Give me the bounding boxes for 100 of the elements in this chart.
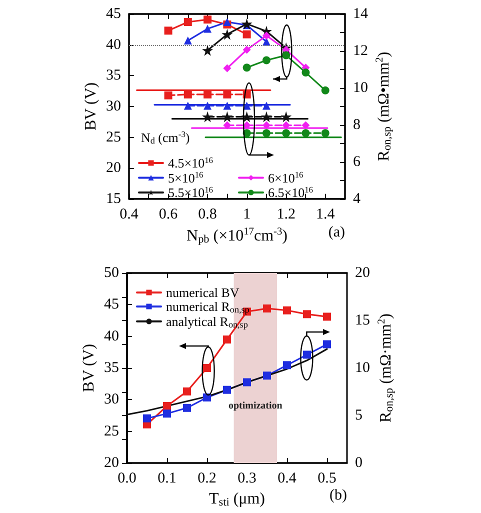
point — [223, 386, 231, 394]
y-tick-label: 25 — [104, 423, 119, 440]
y2-tick-label: 20 — [355, 265, 370, 281]
y2-axis-title: Ron,sp (mΩ•mm2) — [374, 52, 394, 162]
x-tick-label: 1.2 — [276, 206, 296, 222]
point — [184, 102, 192, 110]
point — [321, 86, 330, 94]
point — [263, 304, 271, 312]
y-tick-label: 25 — [106, 129, 121, 146]
point — [262, 129, 270, 138]
y2-tick-label: 6 — [353, 154, 361, 170]
y2-axis-title: Ron,sp (mΩ·mm2) — [376, 313, 396, 423]
point — [183, 387, 191, 396]
x-tick-label: 0.8 — [198, 206, 217, 222]
point — [242, 46, 251, 54]
point — [242, 64, 251, 72]
point — [204, 24, 212, 33]
y-tick-label: 35 — [104, 360, 119, 376]
point — [283, 361, 291, 370]
y2-tick-label: 5 — [355, 408, 362, 424]
x-tick-label: 0.5 — [318, 470, 336, 486]
y2-tick-label: 8 — [353, 116, 360, 133]
point — [303, 310, 311, 318]
point — [323, 340, 331, 348]
y2-tick-label: 12 — [353, 42, 368, 59]
point — [282, 51, 290, 60]
point — [260, 111, 272, 122]
text: (b) — [330, 488, 348, 504]
point — [243, 378, 251, 386]
y2-tick-label: 4 — [353, 190, 361, 207]
point — [241, 111, 252, 122]
legend-label: numerical BV — [166, 285, 240, 300]
y-axis-title: BV (V) — [80, 344, 98, 392]
y-tick-label: 30 — [106, 98, 121, 114]
point — [223, 102, 232, 110]
y2-tick-label: 10 — [355, 360, 370, 376]
y2-tick-label: 14 — [353, 6, 368, 22]
y2-tick-label: 15 — [355, 312, 370, 328]
point — [223, 64, 232, 72]
point — [222, 111, 233, 122]
point — [282, 121, 290, 130]
point — [302, 129, 310, 138]
text: (a) — [328, 224, 346, 240]
point — [282, 129, 290, 138]
y2-tick-label: 10 — [353, 80, 368, 96]
point — [262, 102, 270, 110]
point — [164, 26, 172, 35]
point — [241, 18, 252, 30]
point — [222, 28, 233, 40]
x-tick-label: 1 — [243, 206, 251, 222]
y-tick-label: 15 — [106, 190, 121, 207]
y-tick-label: 20 — [104, 455, 119, 471]
x-tick-label: 0.0 — [118, 470, 136, 486]
x-tick-label: 0.1 — [158, 470, 176, 486]
point — [242, 30, 251, 38]
x-tick-label: 0.4 — [120, 206, 139, 222]
y2-tick-label: 0 — [355, 455, 362, 471]
x-tick-label: 0.2 — [198, 470, 216, 486]
x-tick-label: 0.4 — [278, 470, 297, 486]
point — [203, 364, 211, 372]
point — [262, 32, 270, 40]
point — [184, 90, 192, 98]
point — [143, 414, 151, 422]
band-label: optimization — [228, 400, 283, 412]
point — [204, 16, 212, 24]
y-tick-label: 45 — [106, 6, 121, 22]
x-tick-label: 0.6 — [158, 206, 178, 222]
point — [283, 306, 291, 314]
point — [202, 44, 214, 56]
point — [204, 90, 212, 98]
point — [183, 404, 191, 412]
point — [262, 56, 270, 64]
point — [223, 90, 232, 98]
point — [163, 402, 171, 410]
point — [263, 372, 271, 380]
y-tick-label: 50 — [104, 265, 119, 281]
point — [303, 350, 311, 359]
y-axis-title: BV (V) — [82, 82, 100, 131]
point — [262, 121, 270, 130]
point — [280, 111, 292, 122]
y-tick-label: 40 — [104, 328, 119, 344]
point — [302, 121, 310, 130]
y-tick-label: 30 — [104, 392, 119, 408]
point — [204, 102, 212, 110]
y-tick-label: 40 — [106, 36, 121, 53]
point — [164, 91, 172, 100]
y-tick-label: 20 — [106, 160, 121, 176]
point — [202, 111, 214, 122]
y-tick-label: 45 — [104, 296, 119, 313]
point — [184, 18, 192, 26]
point — [163, 410, 171, 418]
point — [302, 68, 310, 77]
x-tick-label: 0.3 — [238, 470, 256, 486]
point — [223, 121, 232, 130]
y-tick-label: 35 — [106, 68, 121, 84]
point — [323, 312, 331, 321]
point — [223, 336, 231, 344]
x-tick-label: 1.4 — [316, 206, 336, 222]
point — [184, 36, 192, 44]
point — [321, 129, 330, 138]
